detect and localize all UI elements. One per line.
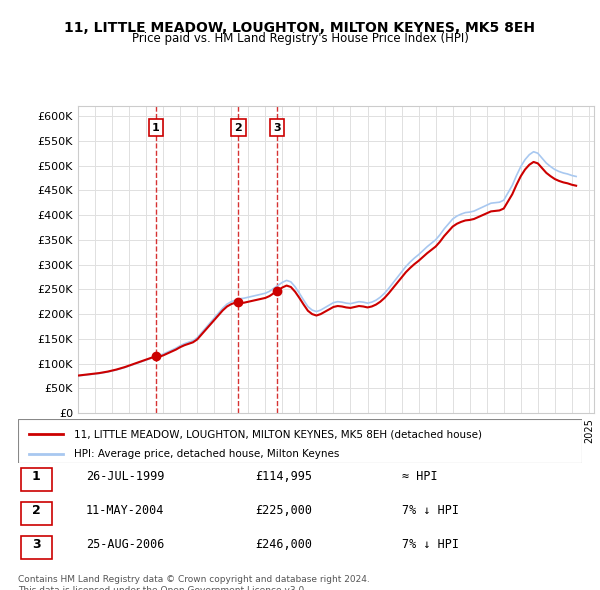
Text: 2: 2 (32, 504, 40, 517)
Text: £225,000: £225,000 (255, 504, 312, 517)
FancyBboxPatch shape (21, 502, 52, 525)
Text: Contains HM Land Registry data © Crown copyright and database right 2024.
This d: Contains HM Land Registry data © Crown c… (18, 575, 370, 590)
Text: 25-AUG-2006: 25-AUG-2006 (86, 538, 164, 551)
FancyBboxPatch shape (21, 468, 52, 491)
Text: 11, LITTLE MEADOW, LOUGHTON, MILTON KEYNES, MK5 8EH: 11, LITTLE MEADOW, LOUGHTON, MILTON KEYN… (65, 21, 536, 35)
FancyBboxPatch shape (21, 536, 52, 559)
Text: 1: 1 (152, 123, 160, 133)
Text: 11, LITTLE MEADOW, LOUGHTON, MILTON KEYNES, MK5 8EH (detached house): 11, LITTLE MEADOW, LOUGHTON, MILTON KEYN… (74, 430, 482, 440)
Text: 3: 3 (32, 538, 40, 551)
FancyBboxPatch shape (18, 419, 582, 463)
Text: 7% ↓ HPI: 7% ↓ HPI (401, 504, 458, 517)
Text: Price paid vs. HM Land Registry's House Price Index (HPI): Price paid vs. HM Land Registry's House … (131, 32, 469, 45)
Text: £246,000: £246,000 (255, 538, 312, 551)
Text: 26-JUL-1999: 26-JUL-1999 (86, 470, 164, 483)
Text: 1: 1 (32, 470, 40, 483)
Text: £114,995: £114,995 (255, 470, 312, 483)
Text: 3: 3 (273, 123, 280, 133)
Text: 11-MAY-2004: 11-MAY-2004 (86, 504, 164, 517)
Text: HPI: Average price, detached house, Milton Keynes: HPI: Average price, detached house, Milt… (74, 450, 340, 459)
Text: 2: 2 (235, 123, 242, 133)
Text: ≈ HPI: ≈ HPI (401, 470, 437, 483)
Text: 7% ↓ HPI: 7% ↓ HPI (401, 538, 458, 551)
